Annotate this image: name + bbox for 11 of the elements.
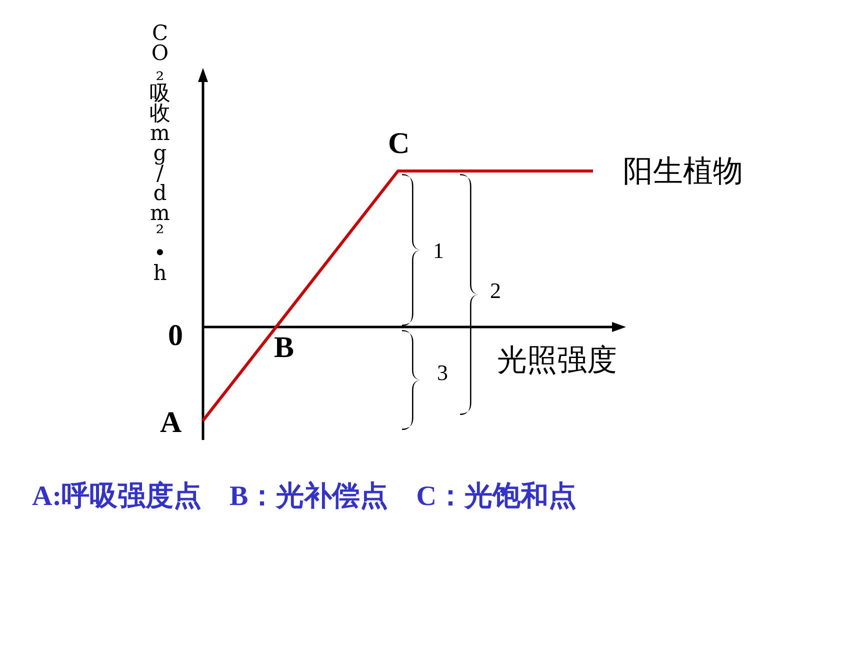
annotation: 3 [437, 360, 448, 385]
x-axis-title: 光照强度 [497, 343, 617, 378]
text: 0 [168, 319, 183, 352]
annotation: 1 [433, 238, 444, 263]
text: C [388, 127, 410, 160]
y-axis-title: CO₂吸收mg/dm²•h [150, 21, 170, 285]
text: A [160, 406, 182, 439]
annotation: 2 [490, 278, 501, 303]
text: A:呼吸强度点 B：光补偿点 C：光饱和点 [32, 480, 576, 512]
annotation: B [274, 331, 294, 364]
series-label: 阳生植物 [623, 154, 743, 189]
